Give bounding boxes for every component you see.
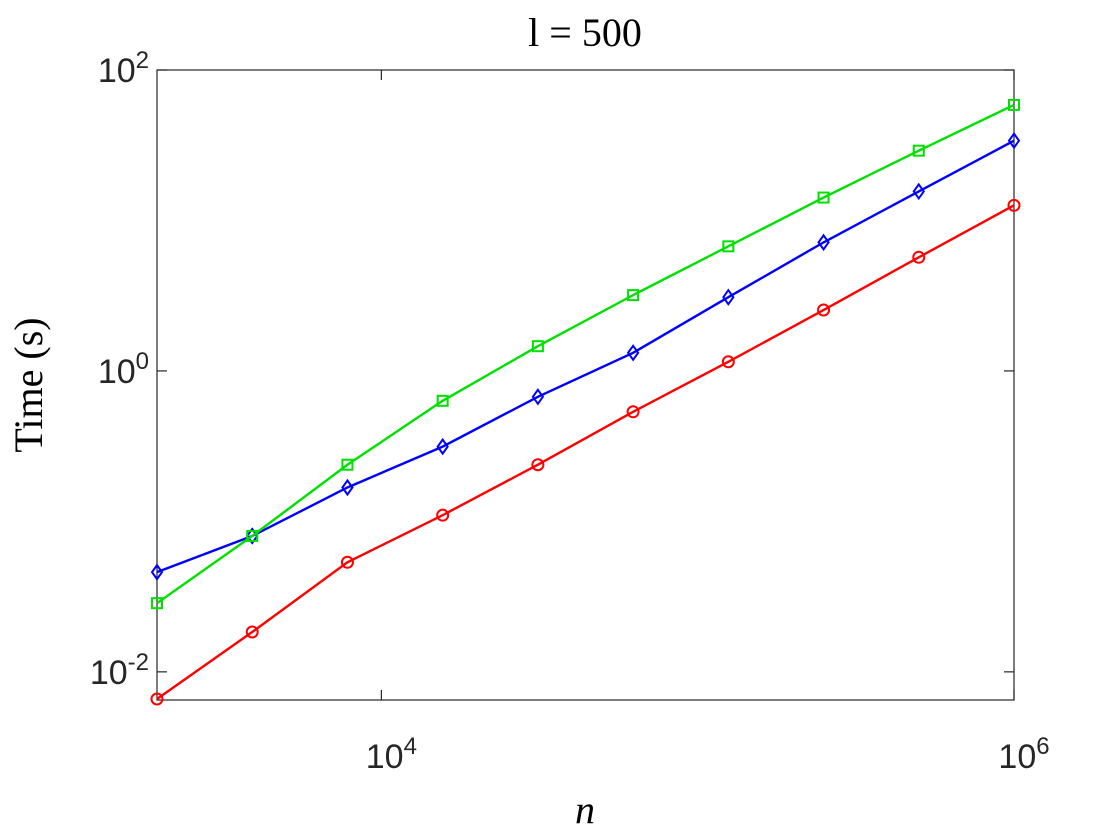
marker [912,182,926,201]
marker [1007,131,1021,150]
series-line [156,204,1015,700]
marker [722,288,735,306]
x-axis-label: n [575,787,595,832]
marker [912,250,926,264]
marker [436,508,450,522]
tick-label: 10-2 [90,649,149,692]
marker [912,144,925,157]
y-axis-label: Time (s) [6,317,51,452]
marker [627,289,640,302]
tick-label-base: 10 [366,738,404,776]
marker [151,597,163,610]
marker [626,344,640,362]
marker [150,692,164,706]
tick-label-exponent: 6 [1036,733,1049,760]
tick-label-exponent: 2 [136,47,149,74]
marker [436,437,449,456]
marker [531,340,544,353]
chart-title: l = 500 [528,10,642,55]
tick-label: 104 [366,733,417,776]
marker [817,233,830,252]
marker [341,458,354,471]
tick-label-base: 10 [98,353,136,391]
marker [1007,198,1021,212]
tick-label-exponent: 4 [404,733,417,760]
marker [340,555,354,569]
marker [341,478,354,497]
marker [1008,98,1020,111]
marker [531,388,545,406]
tick-label: 102 [98,47,149,90]
tick-label-base: 10 [98,52,136,90]
tick-label: 100 [98,348,149,391]
marker [150,563,164,581]
tick-label-exponent: -2 [128,649,149,676]
marker [436,394,449,407]
marker [817,191,830,204]
tick-label-base: 10 [998,738,1036,776]
tick-label-base: 10 [90,654,128,692]
tick-label-exponent: 0 [136,348,149,375]
marker [722,240,735,253]
marker [817,303,831,317]
marker [246,529,259,542]
series-line [156,103,1015,605]
series-line [156,139,1015,574]
marker [721,355,735,369]
marker [626,405,640,419]
tick-label: 106 [998,733,1049,776]
marker [531,458,545,472]
plot-frame [156,69,1015,701]
marker [245,625,259,639]
